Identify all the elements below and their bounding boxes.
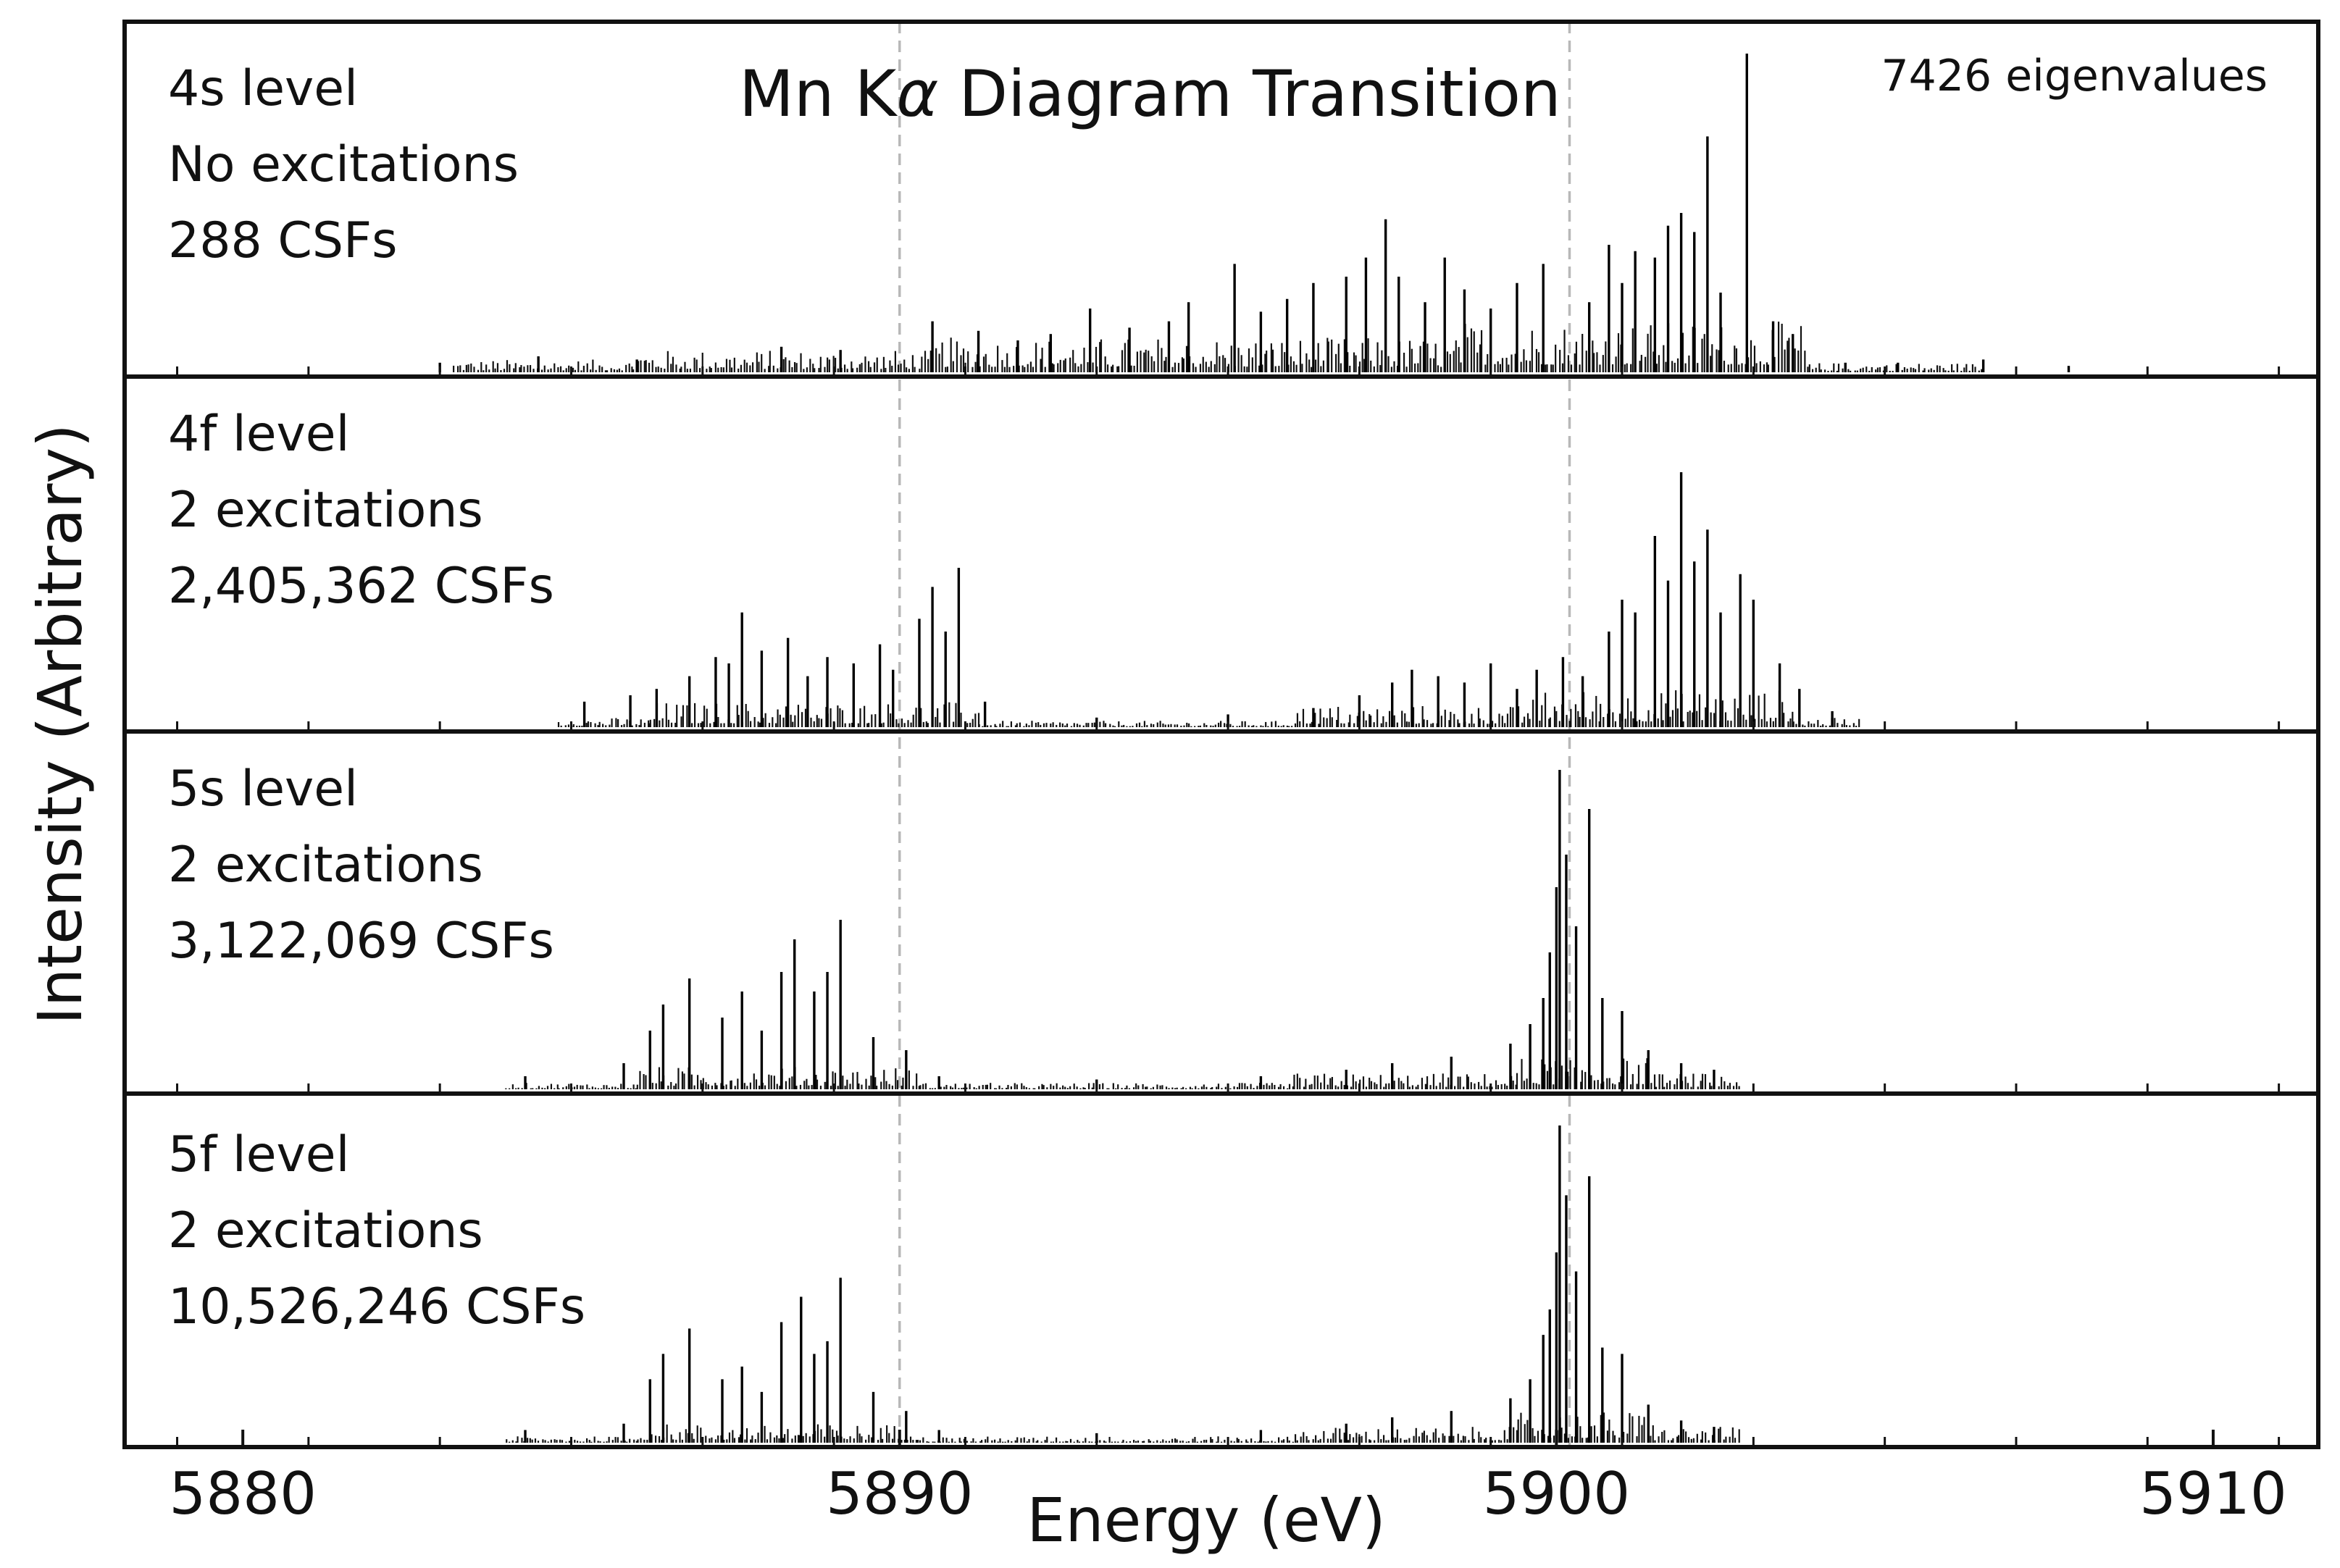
panel-csfs-label: 3,122,069 CSFs: [168, 913, 554, 970]
x-axis-label: Energy (eV): [1027, 1485, 1385, 1556]
panel-csfs-label: 10,526,246 CSFs: [168, 1278, 585, 1336]
x-tick-label: 5910: [2139, 1460, 2287, 1527]
panel-level-label: 4f level: [168, 406, 350, 463]
x-tick-label: 5890: [826, 1460, 974, 1527]
panel-level-label: 5f level: [168, 1126, 350, 1183]
x-tick-label: 5880: [169, 1460, 317, 1527]
chart-title-symbol: α: [896, 56, 938, 131]
chart-title-main: Mn K: [739, 56, 898, 131]
panel-csfs-label: 2,405,362 CSFs: [168, 558, 554, 615]
panel-excitations-label: No excitations: [168, 136, 519, 193]
panel-excitations-label: 2 excitations: [168, 482, 483, 539]
panel-csfs-label: 288 CSFs: [168, 212, 398, 269]
x-tick-label: 5900: [1483, 1460, 1631, 1527]
panel-level-label: 4s level: [168, 60, 358, 117]
panel-level-label: 5s level: [168, 760, 358, 818]
y-axis-label: Intensity (Arbitrary): [25, 424, 96, 1025]
eigenvalue-count-note: 7426 eigenvalues: [1881, 51, 2268, 101]
panel-excitations-label: 2 excitations: [168, 1202, 483, 1259]
chart-title: Mn Kα Diagram Transition: [739, 56, 1561, 131]
chart-title-rest: Diagram Transition: [938, 56, 1560, 131]
mn-kalpha-stick-spectrum-figure: 4s level No excitations 288 CSFs Mn Kα D…: [0, 0, 2340, 1568]
panel-excitations-label: 2 excitations: [168, 837, 483, 894]
